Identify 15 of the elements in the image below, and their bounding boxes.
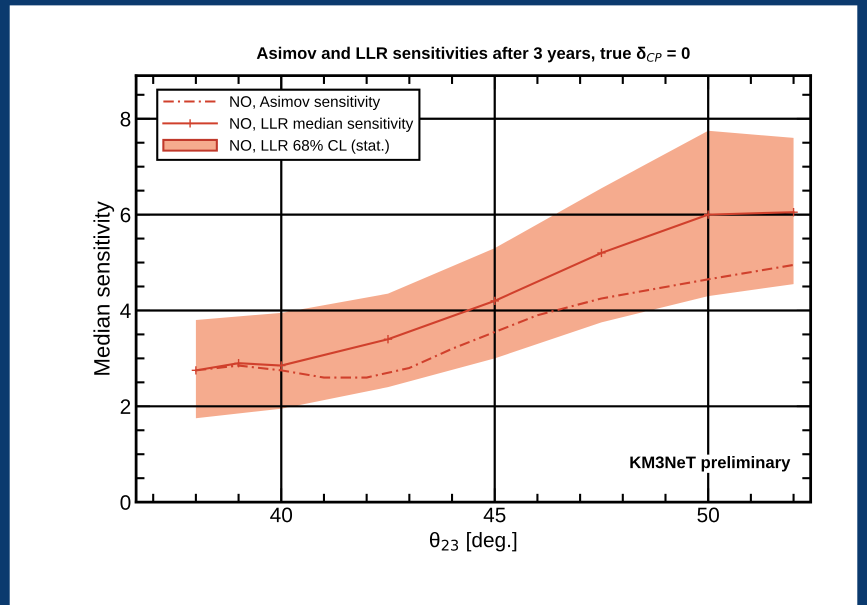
x-tick-label: 50 (697, 508, 719, 522)
y-axis-title: Median sensitivity (93, 201, 114, 375)
x-tick-label: 45 (484, 508, 506, 522)
legend-label: NO, Asimov sensitivity (230, 96, 380, 110)
y-tick-label: 6 (120, 208, 130, 222)
x-axis-title: θ$_{23}$ [deg.] (430, 532, 516, 552)
annotation: KM3NeT preliminary (630, 456, 790, 472)
y-tick-label: 8 (120, 112, 130, 127)
y-tick-label: 0 (120, 495, 130, 510)
y-tick-label: 4 (120, 304, 131, 318)
y-tick-label: 2 (120, 399, 130, 414)
chart-title: Asimov and LLR sensitivities after 3 years, true δ$_{CP}$ = 0 (256, 46, 690, 62)
legend-label: NO, LLR 68% CL (stat.) (230, 140, 389, 154)
legend-label: NO, LLR median sensitivity (230, 118, 414, 132)
x-tick-label: 40 (270, 508, 292, 522)
